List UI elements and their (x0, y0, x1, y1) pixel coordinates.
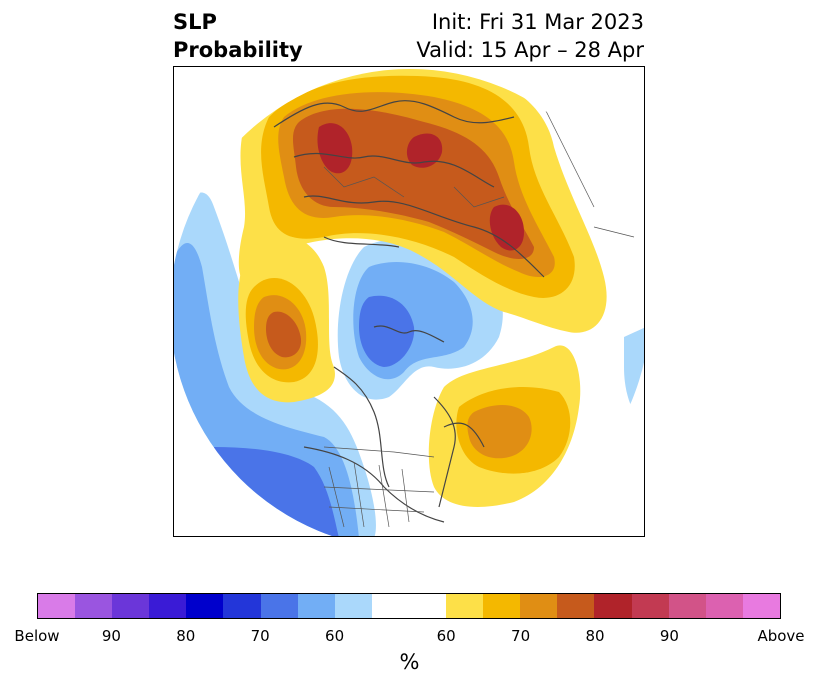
colorbar-cell (742, 594, 780, 618)
colorbar-cell (408, 594, 447, 618)
colorbar-cell (297, 594, 335, 618)
colorbar-cell (112, 594, 150, 618)
colorbar-cell (334, 594, 372, 618)
colorbar-tick-label: 70 (250, 627, 270, 645)
colorbar-cell (371, 594, 409, 618)
prob-above-80-europe (317, 123, 353, 174)
prob-above-75-eurasia (292, 108, 534, 259)
colorbar-cell (705, 594, 743, 618)
colorbar-cell (149, 594, 187, 618)
colorbar-tick-label: 80 (585, 627, 605, 645)
colorbar-tick-label: 90 (101, 627, 121, 645)
colorbar-unit-label: % (399, 650, 420, 674)
colorbar-cell (557, 594, 595, 618)
title-quantity: Probability (173, 38, 303, 62)
init-date: Init: Fri 31 Mar 2023 (431, 10, 644, 34)
prob-above-70-atlantic (467, 405, 532, 459)
colorbar-cell (668, 594, 706, 618)
chart-title-right: Init: Fri 31 Mar 2023 Valid: 15 Apr – 28… (416, 8, 644, 64)
chart-title-left: SLP Probability (173, 8, 303, 64)
colorbar-tick-label: 60 (436, 627, 456, 645)
title-variable: SLP (173, 10, 217, 34)
colorbar-cell (38, 594, 76, 618)
colorbar (37, 593, 781, 619)
colorbar-ticks: Below 90 80 70 60 60 70 80 90 Above (14, 626, 804, 646)
colorbar-tick-label: Below (14, 627, 60, 645)
coastlines (273, 100, 545, 523)
colorbar-cell (483, 594, 521, 618)
colorbar-tick-label: 80 (176, 627, 196, 645)
prob-below-80-arctic (359, 295, 415, 367)
prob-above-80-siberia (489, 204, 524, 251)
prob-above-80-russia (406, 133, 443, 168)
map-svg (174, 69, 644, 536)
prob-above-75-pac (266, 311, 302, 358)
colorbar-cell (446, 594, 484, 618)
colorbar-tick-label: 70 (511, 627, 531, 645)
colorbar-tick-label: 60 (325, 627, 345, 645)
polar-map (173, 66, 645, 537)
colorbar-cell (75, 594, 113, 618)
valid-range: Valid: 15 Apr – 28 Apr (416, 38, 644, 62)
colorbar-tick-label: 90 (659, 627, 679, 645)
colorbar-cell (520, 594, 558, 618)
colorbar-cell (594, 594, 632, 618)
colorbar-cell (631, 594, 669, 618)
colorbar-cell (186, 594, 224, 618)
colorbar-cell (260, 594, 298, 618)
prob-below-60-pacific-ne (624, 327, 644, 427)
colorbar-cell (223, 594, 261, 618)
colorbar-tick-label: Above (757, 627, 805, 645)
